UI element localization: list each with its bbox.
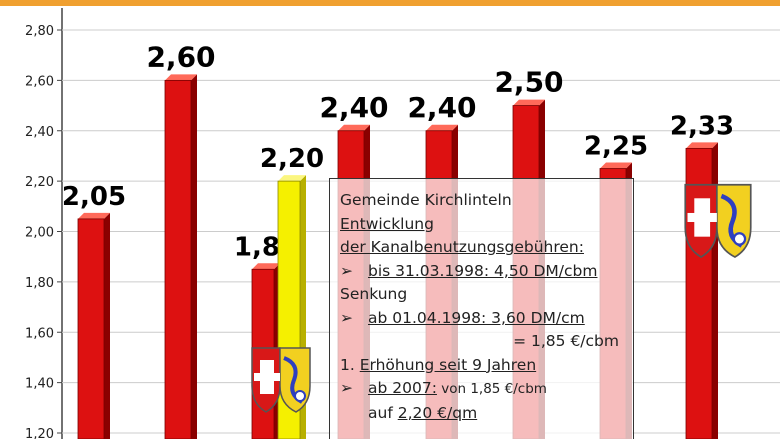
bar-top (165, 74, 197, 81)
bar-value-label: 2,20 (260, 144, 324, 174)
y-tick-label: 2,80 (25, 24, 54, 39)
bar-value-label: 2,60 (146, 40, 215, 73)
info-erhoehung-prefix: 1. (340, 355, 360, 374)
info-line-entwicklung: Entwicklung (340, 214, 434, 233)
top-accent-bar (0, 0, 780, 6)
info-bullet-3-label: ab 2007: (368, 379, 437, 397)
bar-value-label: 2,40 (319, 91, 388, 124)
coat-of-arms-icon (251, 347, 311, 413)
info-bullet-2: ➢ ab 01.04.1998: 3,60 DM/cm (340, 307, 633, 331)
info-bullet-3: ➢ ab 2007: von 1,85 €/cbm (340, 377, 633, 402)
info-euro-conversion: = 1,85 €/cbm (513, 332, 619, 350)
bar-top (600, 162, 632, 169)
bar-value-label: 2,05 (62, 182, 126, 212)
y-tick-label: 2,00 (25, 226, 54, 241)
bar-top (338, 124, 370, 131)
info-erhoehung-text: Erhöhung seit 9 Jahren (359, 355, 537, 374)
info-senkung: Senkung (340, 285, 408, 303)
bullet-arrow-icon: ➢ (340, 308, 353, 327)
bar-top (278, 175, 306, 182)
info-auf: auf 2,20 €/qm (340, 402, 633, 426)
bar-top (78, 212, 110, 219)
bar (77, 218, 105, 439)
bar-top (252, 263, 280, 270)
y-tick-label: 1,20 (25, 427, 54, 439)
info-auf-value: 2,20 €/qm (397, 403, 478, 422)
bullet-arrow-icon: ➢ (340, 261, 353, 280)
bullet-arrow-icon: ➢ (340, 379, 353, 397)
y-tick-label: 2,60 (25, 74, 54, 89)
y-tick-label: 1,80 (25, 276, 54, 291)
info-box: Gemeinde Kirchlinteln Entwicklung der Ka… (329, 178, 634, 439)
bar-value-label: 2,25 (584, 132, 648, 162)
info-auf-prefix: auf (368, 403, 398, 422)
y-tick-label: 2,20 (25, 175, 54, 190)
bar-value-label: 2,50 (494, 66, 563, 99)
coat-of-arms-icon (684, 183, 752, 258)
y-tick-label: 2,40 (25, 125, 54, 140)
info-bullet-1: ➢ bis 31.03.1998: 4,50 DM/cbm (340, 260, 633, 284)
bar-top (686, 142, 718, 149)
info-bullet-3-text: von 1,85 €/cbm (436, 381, 547, 397)
bar-side (104, 212, 110, 439)
bar-value-label: 2,33 (670, 111, 734, 141)
bar-value-label: 2,40 (407, 91, 476, 124)
info-title: Gemeinde Kirchlinteln (340, 191, 512, 209)
info-line-kanal: der Kanalbenutzungsgebühren: (340, 238, 584, 256)
info-erhoehung: 1. Erhöhung seit 9 Jahren (340, 354, 633, 378)
bar-top (513, 99, 545, 106)
bar (164, 79, 192, 439)
info-bullet-1-text: bis 31.03.1998: 4,50 DM/cbm (368, 261, 598, 280)
info-bullet-2-text: ab 01.04.1998: 3,60 DM/cm (368, 308, 585, 327)
bar-top (426, 124, 458, 131)
y-tick-label: 1,60 (25, 326, 54, 341)
bar-side (191, 74, 197, 439)
y-tick-label: 1,40 (25, 377, 54, 392)
